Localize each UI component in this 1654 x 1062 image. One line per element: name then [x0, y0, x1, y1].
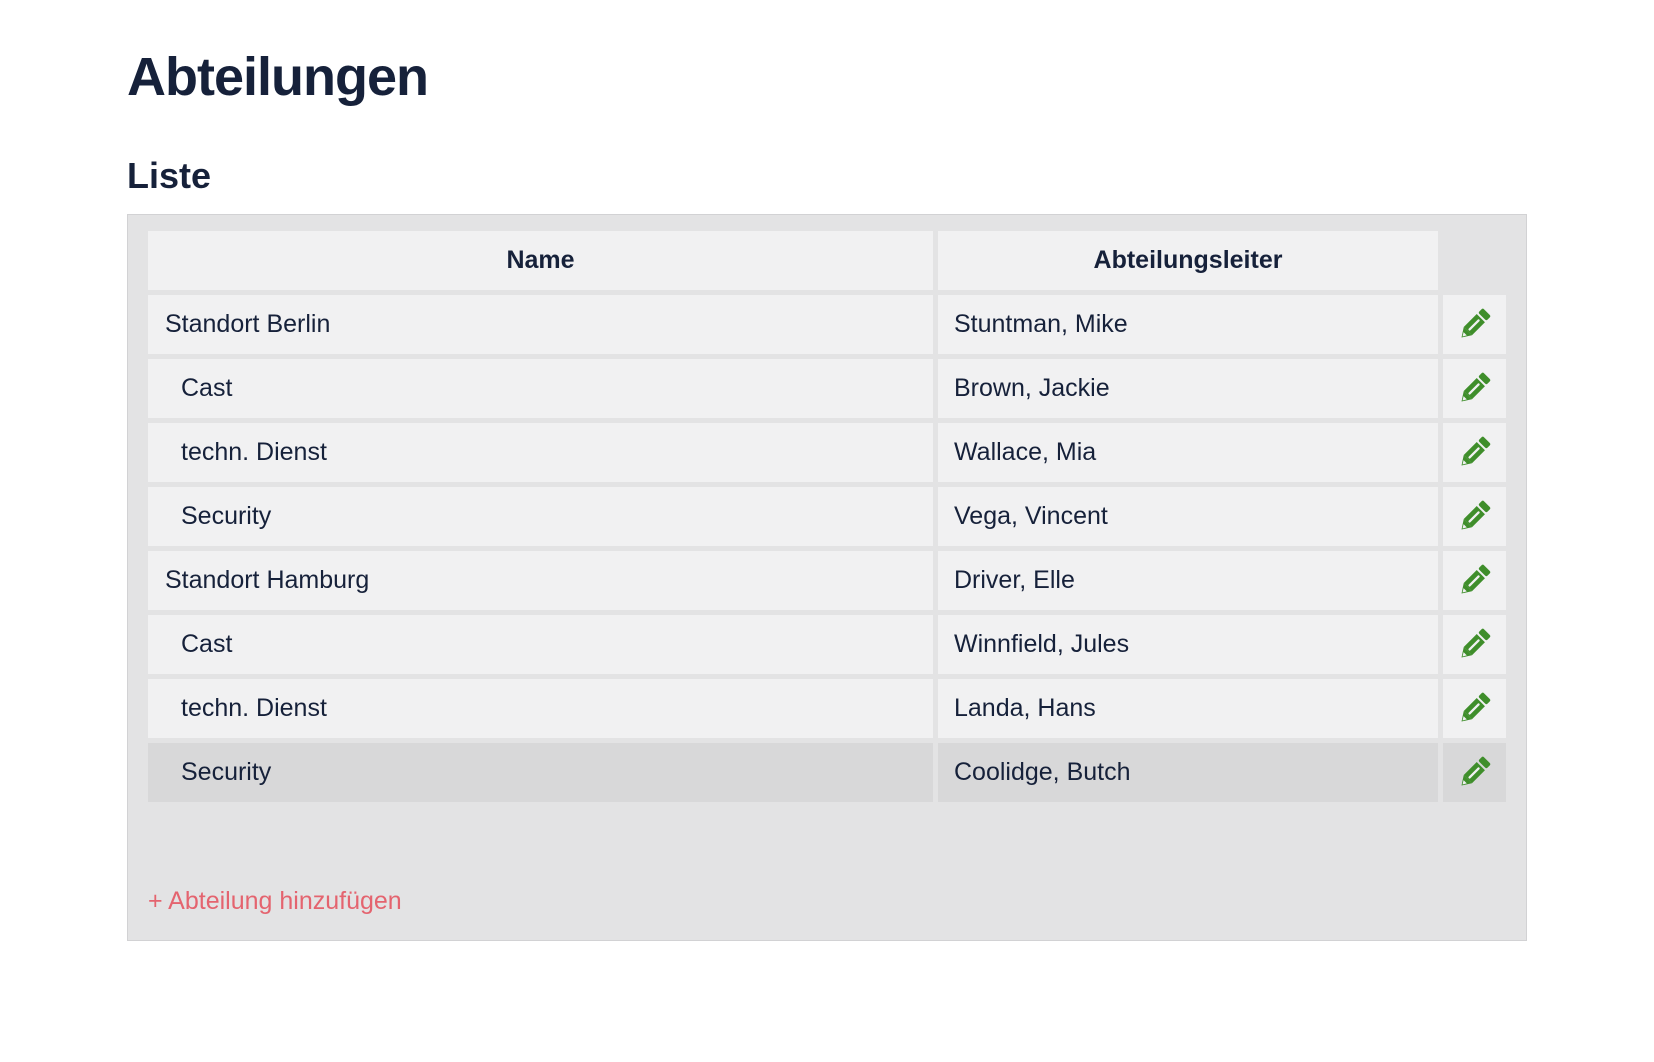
add-department-link[interactable]: + Abteilung hinzufügen [148, 887, 402, 915]
edit-pencil-icon [1461, 500, 1491, 530]
edit-department-button[interactable] [1443, 551, 1506, 610]
edit-department-button[interactable] [1443, 359, 1506, 418]
edit-department-button[interactable] [1443, 615, 1506, 674]
department-leader-cell: Coolidge, Butch [938, 743, 1438, 802]
department-leader-cell: Winnfield, Jules [938, 615, 1438, 674]
edit-department-button[interactable] [1443, 487, 1506, 546]
edit-department-button[interactable] [1443, 743, 1506, 802]
departments-table: Name Abteilungsleiter Standort Berlin St… [148, 231, 1506, 802]
department-name-cell: Security [148, 487, 933, 546]
edit-pencil-icon [1461, 692, 1491, 722]
column-header-leader: Abteilungsleiter [938, 231, 1438, 290]
department-name-cell: Standort Berlin [148, 295, 933, 354]
department-name-cell: Cast [148, 615, 933, 674]
edit-department-button[interactable] [1443, 423, 1506, 482]
department-leader-cell: Stuntman, Mike [938, 295, 1438, 354]
edit-pencil-icon [1461, 436, 1491, 466]
edit-department-button[interactable] [1443, 679, 1506, 738]
column-header-name: Name [148, 231, 933, 290]
department-leader-cell: Vega, Vincent [938, 487, 1438, 546]
edit-pencil-icon [1461, 308, 1491, 338]
section-title: Liste [127, 155, 212, 196]
department-leader-cell: Brown, Jackie [938, 359, 1438, 418]
department-name-cell: Security [148, 743, 933, 802]
department-leader-cell: Driver, Elle [938, 551, 1438, 610]
department-leader-cell: Landa, Hans [938, 679, 1438, 738]
edit-pencil-icon [1461, 372, 1491, 402]
edit-pencil-icon [1461, 628, 1491, 658]
department-name-cell: techn. Dienst [148, 423, 933, 482]
column-header-actions [1443, 231, 1506, 290]
edit-department-button[interactable] [1443, 295, 1506, 354]
department-name-cell: Standort Hamburg [148, 551, 933, 610]
page: Abteilungen Liste Name Abteilungsleiter … [0, 50, 1654, 941]
edit-pencil-icon [1461, 564, 1491, 594]
department-name-cell: techn. Dienst [148, 679, 933, 738]
department-leader-cell: Wallace, Mia [938, 423, 1438, 482]
page-title: Abteilungen [127, 47, 429, 107]
departments-panel: Name Abteilungsleiter Standort Berlin St… [127, 214, 1527, 941]
department-name-cell: Cast [148, 359, 933, 418]
edit-pencil-icon [1461, 756, 1491, 786]
